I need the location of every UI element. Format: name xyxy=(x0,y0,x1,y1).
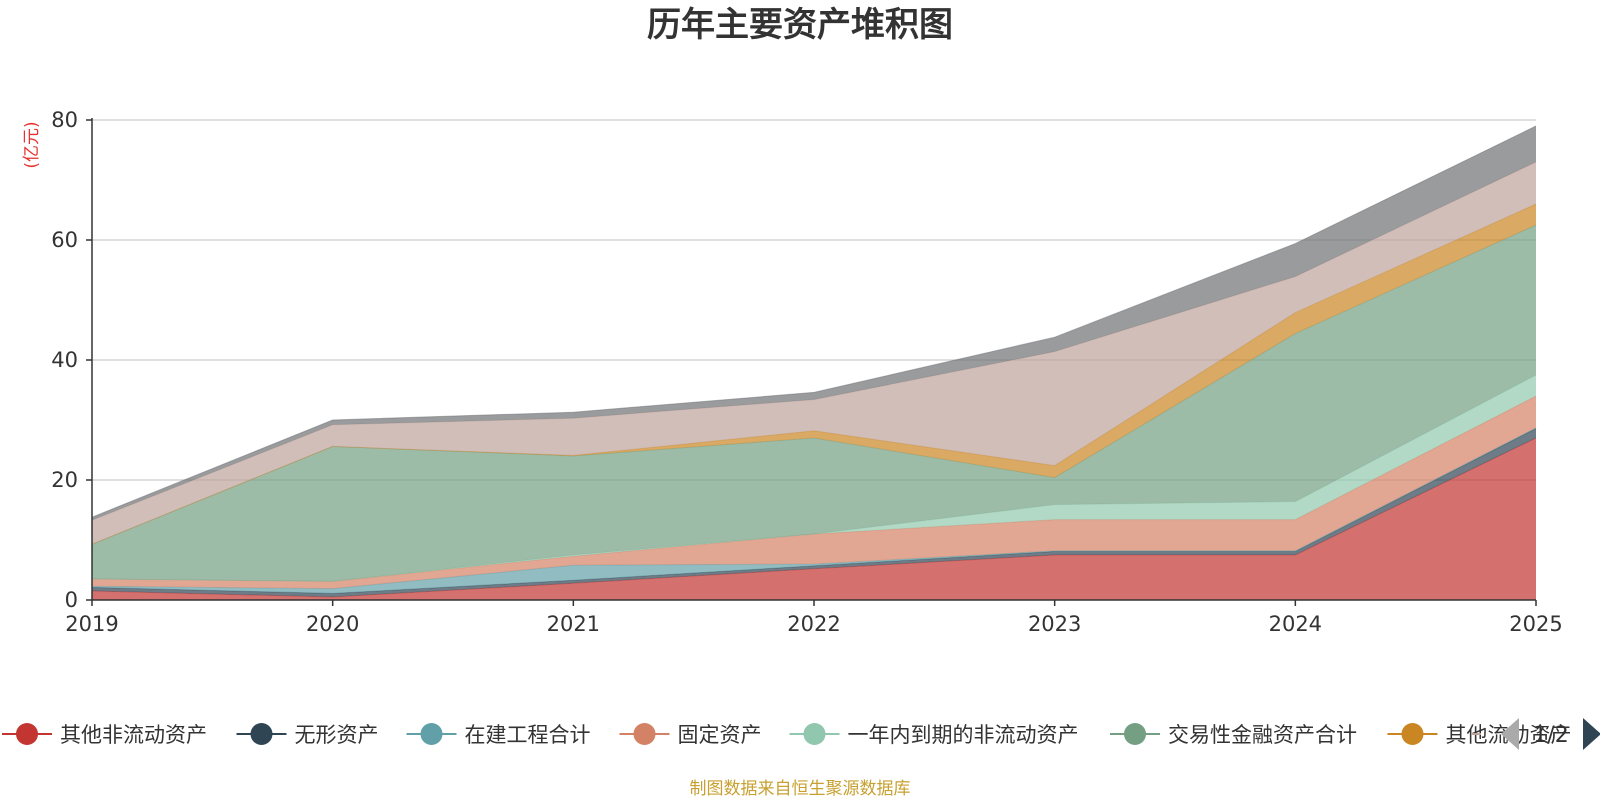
x-tick-label: 2021 xyxy=(547,612,600,636)
legend-swatch-circle xyxy=(250,723,273,745)
x-tick-label: 2019 xyxy=(65,612,118,636)
area-series-7 xyxy=(92,162,1536,545)
area-series-0 xyxy=(92,438,1536,600)
legend-item-2[interactable]: 在建工程合计 xyxy=(406,723,591,747)
series-line-8 xyxy=(91,125,1537,518)
legend-label: 交易性金融资产合计 xyxy=(1168,723,1357,747)
legend-swatch-circle xyxy=(420,723,443,745)
x-tick-label: 2023 xyxy=(1028,612,1081,636)
x-tick-labels: 2019 2020 2021 2022 2023 2024 2025 xyxy=(65,612,1562,636)
legend-item-1[interactable]: 无形资产 xyxy=(236,723,379,747)
legend-swatch-circle xyxy=(803,723,826,745)
area-series-3 xyxy=(92,396,1536,589)
area-series-1 xyxy=(92,428,1536,597)
y-axis-unit-label: (亿元) xyxy=(22,121,42,168)
area-series-group xyxy=(91,125,1537,600)
legend-page-indicator: 1/2 xyxy=(1533,723,1568,748)
legend-label: 固定资产 xyxy=(678,723,762,747)
y-tick-labels: 0 20 40 60 80 xyxy=(51,108,78,612)
legend-item-5[interactable]: 交易性金融资产合计 xyxy=(1110,723,1357,747)
legend-swatch-circle xyxy=(1124,723,1146,745)
x-tick-label: 2024 xyxy=(1269,612,1322,636)
legend-label: 其他非流动资产 xyxy=(60,723,207,747)
y-tick-label: 0 xyxy=(65,588,78,612)
y-tick-label: 40 xyxy=(51,348,78,372)
x-tick-label: 2020 xyxy=(306,612,359,636)
axes xyxy=(86,118,1537,606)
x-tick-label: 2025 xyxy=(1509,612,1562,636)
legend-pager: 1/2 xyxy=(1501,718,1600,750)
legend-prev-page-icon[interactable] xyxy=(1501,718,1519,750)
legend-item-0[interactable]: 其他非流动资产 xyxy=(2,723,207,747)
x-tick-label: 2022 xyxy=(787,612,840,636)
y-tick-label: 60 xyxy=(51,228,78,252)
legend-swatch-circle xyxy=(633,723,656,745)
legend-next-page-icon[interactable] xyxy=(1583,718,1600,750)
legend-label: 无形资产 xyxy=(295,723,379,747)
legend-item-3[interactable]: 固定资产 xyxy=(619,723,762,747)
legend-label: 一年内到期的非流动资产 xyxy=(848,723,1079,747)
legend-item-4[interactable]: 一年内到期的非流动资产 xyxy=(789,723,1079,747)
y-tick-label: 20 xyxy=(51,468,78,492)
legend-label: 在建工程合计 xyxy=(465,723,591,747)
y-tick-label: 80 xyxy=(51,108,78,132)
legend-swatch-circle xyxy=(1401,723,1424,745)
legend: 其他非流动资产 无形资产 在建工程合计 固定资产 一年内到期的非流动资产 交易性金融资产合… xyxy=(2,723,1572,747)
area-series-5 xyxy=(92,225,1536,582)
data-source-note: 制图数据来自恒生聚源数据库 xyxy=(690,779,911,799)
chart-title: 历年主要资产堆积图 xyxy=(647,5,953,45)
legend-swatch-circle xyxy=(16,723,38,745)
